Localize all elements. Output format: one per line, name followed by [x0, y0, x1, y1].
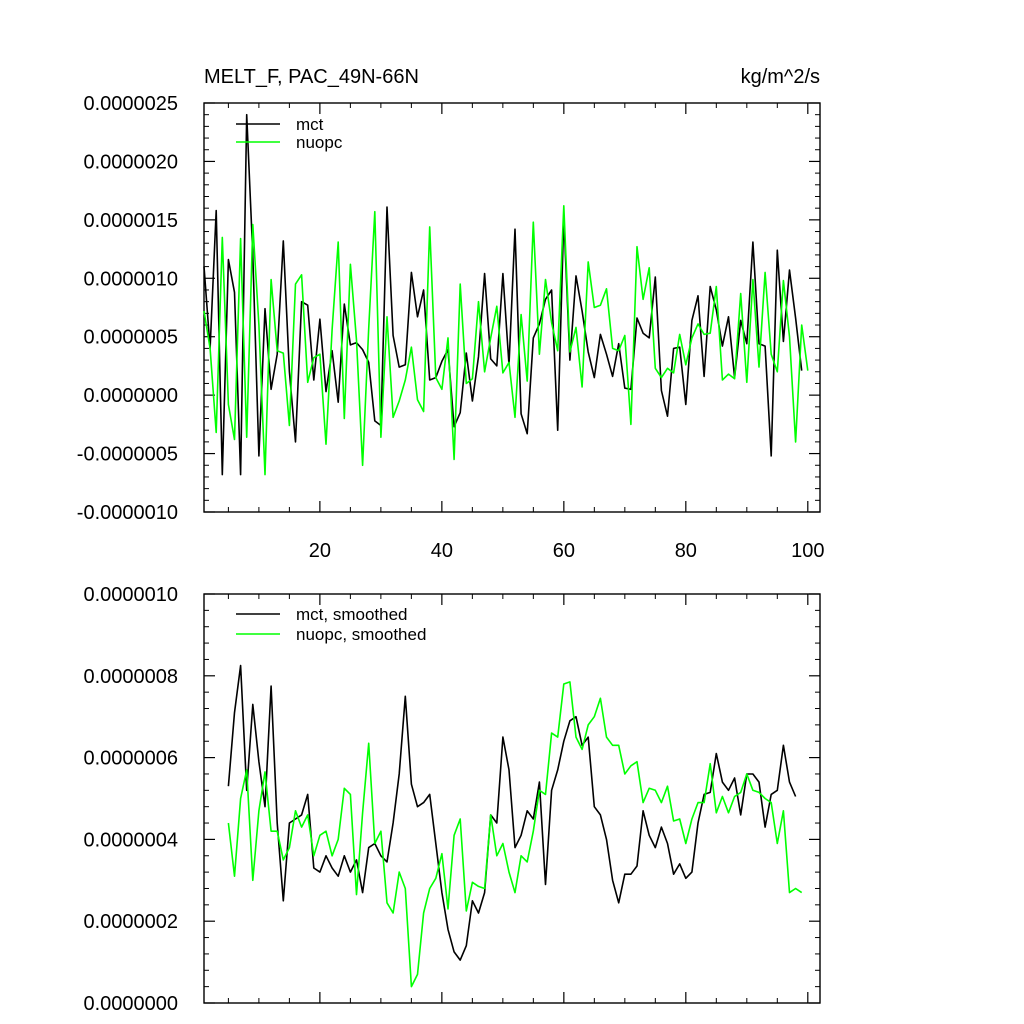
top-y-tick-labels: -0.0000010 -0.0000005 0.0000000 0.0000005 0.…	[77, 93, 178, 524]
top-y-tick-label: -0.0000005	[77, 444, 178, 466]
chart-title: MELT_F, PAC_49N-66N	[204, 66, 419, 88]
top-x-tick-label: 80	[675, 540, 697, 562]
top-x-tick-label: 40	[431, 540, 453, 562]
legend-label-mct: mct	[296, 115, 324, 134]
top-x-tick-label: 100	[791, 540, 824, 562]
bottom-y-tick-label: 0.0000006	[83, 748, 178, 770]
top-y-tick-label: 0.0000025	[83, 93, 178, 115]
bottom-y-tick-label: 0.0000000	[83, 993, 178, 1015]
top-y-tick-label: 0.0000015	[83, 210, 178, 232]
units-label: kg/m^2/s	[741, 66, 820, 88]
bottom-series-line-mct	[227, 664, 797, 961]
bottom-y-tick-labels: 0.0000000 0.0000002 0.0000004 0.0000006 0.00…	[83, 584, 178, 1015]
top-series-lines	[203, 113, 809, 476]
legend-label-nuopc-smoothed: nuopc, smoothed	[296, 625, 426, 644]
bottom-series-lines	[227, 664, 803, 988]
bottom-series-line-nuopc	[227, 681, 803, 988]
bottom-panel: 0.0000000 0.0000002 0.0000004 0.0000006 0.00…	[83, 584, 821, 1015]
top-series-line-mct	[203, 113, 803, 476]
top-x-tick-labels: 20 40 60 80 100	[309, 540, 825, 562]
bottom-y-tick-label: 0.0000004	[83, 829, 178, 851]
top-y-tick-label: -0.0000010	[77, 502, 178, 524]
top-x-tick-label: 20	[309, 540, 331, 562]
top-x-tick-label: 60	[553, 540, 575, 562]
top-legend: mct nuopc	[236, 115, 343, 152]
top-tick-marks	[204, 102, 820, 513]
top-plot-frame	[203, 102, 821, 513]
top-panel: MELT_F, PAC_49N-66N kg/m^2/s -0.0000010-…	[77, 66, 825, 562]
bottom-tick-marks	[204, 593, 820, 1004]
top-y-tick-label: 0.0000005	[83, 327, 178, 349]
top-y-tick-label: 0.0000020	[83, 151, 178, 173]
bottom-plot-frame	[203, 593, 821, 1004]
bottom-y-tick-label: 0.0000002	[83, 911, 178, 933]
legend-label-mct-smoothed: mct, smoothed	[296, 605, 408, 624]
bottom-y-tick-label: 0.0000008	[83, 666, 178, 688]
top-y-tick-label: 0.0000000	[83, 385, 178, 407]
top-series-line-nuopc	[203, 205, 809, 476]
bottom-legend: mct, smoothed nuopc, smoothed	[236, 605, 426, 644]
legend-label-nuopc: nuopc	[296, 133, 343, 152]
bottom-y-tick-label: 0.0000010	[83, 584, 178, 606]
top-y-tick-label: 0.0000010	[83, 268, 178, 290]
